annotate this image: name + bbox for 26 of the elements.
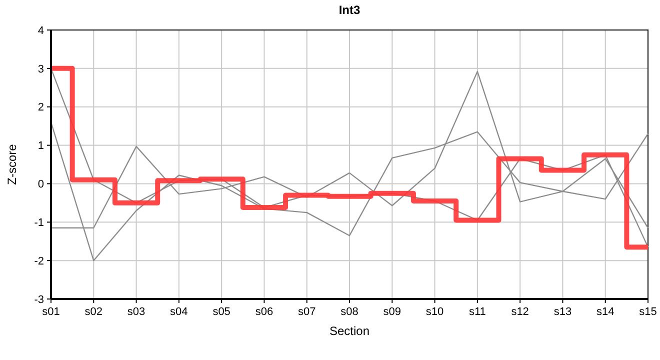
x-tick-label: s07 <box>298 306 316 318</box>
x-tick-label: s03 <box>127 306 146 318</box>
x-tick-label: s14 <box>596 306 614 318</box>
x-tick-label: s05 <box>212 306 230 318</box>
x-tick-label: s11 <box>468 306 486 318</box>
x-tick-label: s13 <box>554 306 572 318</box>
x-tick-label: s12 <box>511 306 529 318</box>
x-tick-label: s10 <box>426 306 444 318</box>
y-tick-label: 4 <box>38 24 44 37</box>
x-tick-label: s02 <box>84 306 103 318</box>
x-tick-label: s06 <box>255 306 274 318</box>
x-tick-label: s09 <box>383 306 402 318</box>
x-tick-label: s08 <box>340 306 358 318</box>
y-tick-label: -3 <box>34 294 44 306</box>
y-tick-label: -2 <box>34 255 44 268</box>
chart-title: Int3 <box>338 3 360 17</box>
x-tick-label: s01 <box>42 306 60 318</box>
y-tick-label: 2 <box>38 102 44 114</box>
x-axis-title: Section <box>329 324 370 338</box>
x-tick-label: s04 <box>170 306 188 318</box>
y-tick-label: -1 <box>34 216 44 229</box>
y-tick-label: 0 <box>38 178 44 191</box>
y-tick-label: 3 <box>38 63 44 76</box>
y-axis-title: Z-score <box>5 144 19 185</box>
y-tick-label: 1 <box>38 140 44 152</box>
x-tick-label: s15 <box>639 306 657 318</box>
